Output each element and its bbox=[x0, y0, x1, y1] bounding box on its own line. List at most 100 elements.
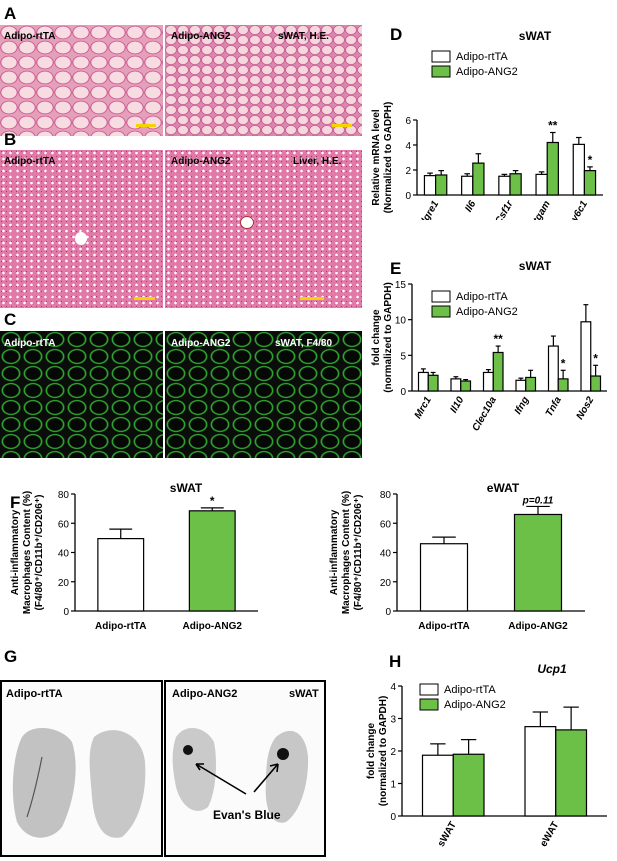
panel-c-right-label: Adipo-ANG2 bbox=[171, 338, 231, 349]
bar bbox=[419, 543, 469, 612]
panel-g-left-label: Adipo-rtTA bbox=[6, 688, 63, 700]
y-tick-label: 15 bbox=[395, 280, 407, 291]
x-tick-label: Clec10a bbox=[470, 395, 499, 434]
x-tick-label: Il6 bbox=[463, 199, 478, 215]
chart-h: H Ucp1 0 1 2 3 4 fold change (normalized to GAPD… bbox=[366, 652, 607, 849]
y-axis-label: (Normalized to GADPH) bbox=[383, 102, 394, 214]
scale-bar bbox=[300, 297, 324, 300]
panel-label-g: G bbox=[4, 647, 18, 666]
evans-blue-image-ang2 bbox=[164, 680, 326, 857]
y-axis-label: (normalized to GAPDH) bbox=[378, 696, 389, 807]
panel-c-left-label: Adipo-rtTA bbox=[4, 338, 56, 349]
legend-swatch bbox=[419, 683, 439, 696]
liver-he-image-rtta bbox=[0, 150, 163, 308]
legend-swatch bbox=[431, 50, 451, 63]
x-tick-label: Il10 bbox=[448, 395, 466, 415]
bar bbox=[460, 380, 472, 392]
panel-b-right-label: Adipo-ANG2 bbox=[171, 156, 231, 167]
x-tick-label: Mrc1 bbox=[413, 395, 434, 421]
y-tick-label: 0 bbox=[400, 387, 406, 398]
panel-a-right-label: Adipo-ANG2 bbox=[171, 31, 231, 42]
bar bbox=[421, 754, 454, 817]
bar bbox=[492, 351, 504, 392]
x-tick-label: Csf1r bbox=[493, 198, 516, 220]
bar bbox=[583, 170, 597, 196]
liver-he-image-ang2 bbox=[165, 150, 362, 308]
panel-a-left-label: Adipo-rtTA bbox=[4, 31, 56, 42]
y-tick-label: 20 bbox=[58, 578, 70, 589]
x-tick-label: Tnfa bbox=[544, 395, 564, 419]
bar bbox=[525, 376, 537, 392]
legend-swatch bbox=[431, 290, 451, 303]
panel-label-c: C bbox=[4, 310, 17, 329]
x-tick-label: sWAT bbox=[436, 820, 459, 849]
x-tick-label: Adipo-rtTA bbox=[418, 621, 469, 632]
panel-label-h: H bbox=[389, 652, 401, 671]
y-axis-label: Relative mRNA level bbox=[371, 109, 382, 206]
central-vein bbox=[75, 232, 87, 245]
bar bbox=[557, 378, 569, 392]
x-tick-label: Ly6c1 bbox=[566, 199, 590, 220]
y-tick-label: 0 bbox=[390, 812, 396, 823]
y-axis-label: fold change bbox=[366, 723, 377, 780]
bar bbox=[461, 175, 474, 196]
x-tick-label: Ifng bbox=[513, 395, 532, 416]
legend-label: Adipo-rtTA bbox=[456, 51, 508, 63]
central-vein bbox=[240, 216, 254, 229]
legend-label: Adipo-ANG2 bbox=[456, 306, 518, 318]
bar bbox=[555, 729, 588, 817]
y-tick-label: 5 bbox=[400, 351, 406, 362]
y-tick-label: 0 bbox=[385, 607, 391, 618]
panel-g-right-label: Adipo-ANG2 bbox=[172, 688, 238, 700]
significance-mark: * bbox=[561, 356, 566, 370]
y-tick-label: 1 bbox=[390, 780, 396, 791]
y-axis-label: (F4/80⁺/CD11b⁺/CD206⁺) bbox=[353, 495, 364, 611]
panel-a-tag: sWAT, H.E. bbox=[278, 31, 329, 42]
chart-f2: eWAT 0 20 40 60 80 Anti-inflammatory Macrophage… bbox=[329, 481, 585, 632]
bar bbox=[498, 175, 511, 196]
bar bbox=[482, 371, 494, 392]
tissue-ang2 bbox=[172, 727, 309, 823]
y-tick-label: 60 bbox=[58, 519, 70, 530]
panel-g-tag: sWAT bbox=[289, 688, 319, 700]
y-tick-label: 4 bbox=[390, 682, 396, 693]
bar bbox=[452, 753, 485, 817]
bar bbox=[417, 371, 429, 392]
legend-label: Adipo-ANG2 bbox=[456, 66, 518, 78]
significance-mark: p=0.11 bbox=[522, 495, 554, 506]
panel-label-b: B bbox=[4, 130, 17, 149]
chart-title: sWAT bbox=[519, 29, 552, 43]
chart-title: sWAT bbox=[170, 481, 203, 495]
legend-label: Adipo-ANG2 bbox=[444, 699, 506, 711]
panel-label-a: A bbox=[4, 4, 17, 23]
evans-blue-arrow-label: Evan's Blue bbox=[213, 808, 281, 822]
y-axis-label: fold change bbox=[371, 309, 382, 366]
y-tick-label: 80 bbox=[380, 490, 392, 501]
chart-title: Ucp1 bbox=[537, 662, 567, 676]
panel-label-d: D bbox=[390, 25, 402, 44]
significance-mark: ** bbox=[548, 119, 558, 133]
y-tick-label: 4 bbox=[405, 141, 411, 152]
y-tick-label: 40 bbox=[380, 549, 392, 560]
x-tick-label: Adgre1 bbox=[414, 199, 441, 220]
significance-mark: * bbox=[588, 153, 593, 167]
y-tick-label: 2 bbox=[405, 166, 411, 177]
legend-label: Adipo-rtTA bbox=[444, 684, 496, 696]
y-tick-label: 60 bbox=[380, 519, 392, 530]
sWAT-he-image-ang2 bbox=[165, 25, 362, 136]
significance-mark: * bbox=[210, 494, 215, 508]
bar bbox=[188, 510, 236, 612]
y-tick-label: 6 bbox=[405, 116, 411, 127]
y-tick-label: 2 bbox=[390, 747, 396, 758]
tissue-rtta bbox=[12, 727, 146, 838]
bar bbox=[524, 726, 557, 817]
bar bbox=[434, 174, 448, 196]
x-tick-label: Nos2 bbox=[575, 395, 597, 422]
y-tick-label: 80 bbox=[58, 490, 70, 501]
legend-swatch bbox=[431, 305, 451, 318]
panel-b-left-label: Adipo-rtTA bbox=[4, 156, 56, 167]
panel-b-tag: Liver, H.E. bbox=[293, 156, 342, 167]
bar bbox=[572, 143, 586, 196]
